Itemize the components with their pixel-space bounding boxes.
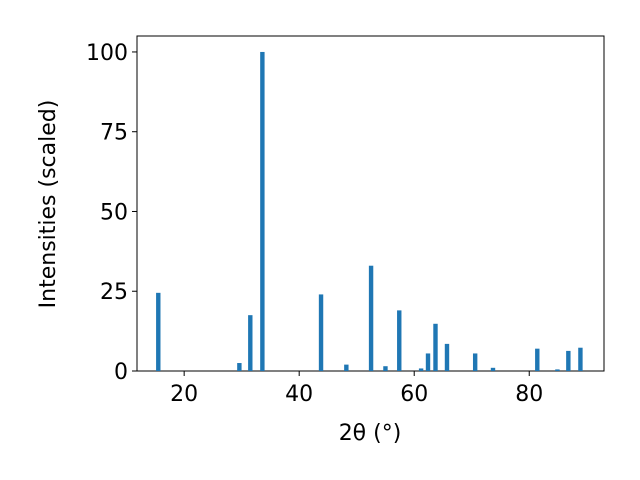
bar [318, 294, 324, 371]
bar [425, 353, 431, 371]
bar [555, 369, 560, 371]
x-tick-label: 40 [285, 382, 313, 407]
x-tick-label: 80 [515, 382, 543, 407]
y-tick-label: 75 [100, 121, 128, 146]
bar [566, 350, 571, 371]
bar [490, 367, 496, 371]
bar [248, 315, 253, 371]
x-axis-label: 2θ (°) [339, 421, 402, 446]
bar [535, 348, 540, 371]
bar [578, 347, 583, 371]
bar [444, 343, 450, 371]
bar [260, 51, 265, 371]
bar [344, 364, 349, 371]
y-tick-label: 100 [86, 41, 128, 66]
x-tick-label: 20 [170, 382, 198, 407]
y-tick-label: 0 [114, 360, 128, 385]
bar [472, 353, 478, 371]
bar [237, 363, 242, 371]
bar [433, 323, 438, 371]
y-tick-label: 50 [100, 200, 128, 225]
y-axis-label: Intensities (scaled) [36, 100, 61, 309]
bar [418, 368, 424, 371]
y-tick-label: 25 [100, 280, 128, 305]
bar [383, 366, 388, 371]
bar [397, 310, 402, 371]
x-tick-label: 60 [400, 382, 428, 407]
bar [368, 265, 374, 371]
bar [156, 292, 161, 371]
